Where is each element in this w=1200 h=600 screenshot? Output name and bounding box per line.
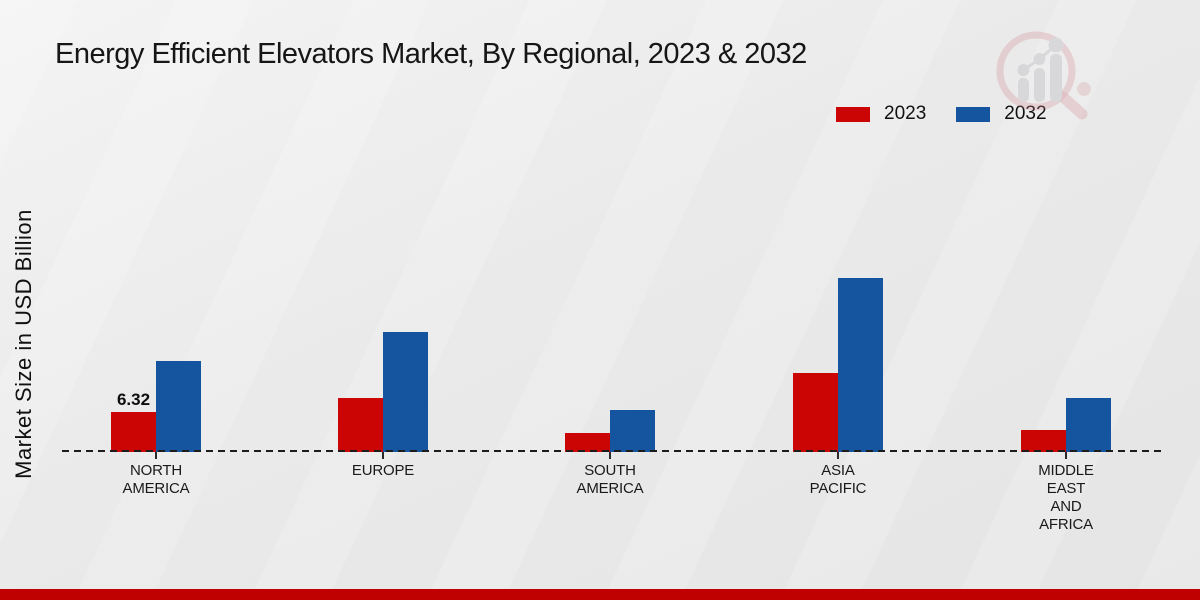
legend-item-2023: 2023 (836, 103, 926, 125)
bar-2023-north-america (111, 412, 156, 452)
x-axis-tick (609, 452, 611, 459)
category-label-middle-east-and-africa: MIDDLE EAST AND AFRICA (1038, 462, 1094, 533)
bar-2032-middle-east-and-africa (1066, 398, 1111, 452)
bar-2023-asia-pacific (793, 372, 838, 452)
x-axis-tick (1065, 452, 1067, 459)
x-axis-tick (382, 452, 384, 459)
bar-2032-south-america (610, 410, 655, 452)
legend-label: 2032 (1004, 103, 1047, 124)
bar-2023-europe (338, 398, 383, 452)
bar-2032-asia-pacific (838, 277, 883, 452)
legend-swatch-2032 (956, 106, 991, 122)
legend: 2023 2032 (836, 103, 1047, 125)
magnifier-bar-chart-watermark-icon (996, 31, 1091, 120)
chart-title: Energy Efficient Elevators Market, By Re… (55, 38, 807, 70)
data-label-2023-north-america: 6.32 (116, 390, 151, 409)
category-label-europe: EUROPE (351, 462, 415, 479)
legend-item-2032: 2032 (956, 103, 1047, 125)
x-axis-tick (155, 452, 157, 459)
legend-swatch-2023 (836, 106, 870, 122)
legend-label: 2023 (884, 103, 927, 124)
category-label-north-america: NORTH AMERICA (122, 462, 190, 497)
category-label-asia-pacific: ASIA PACIFIC (809, 462, 867, 497)
category-label-south-america: SOUTH AMERICA (576, 462, 644, 497)
bar-2023-south-america (565, 433, 610, 452)
bar-2032-europe (383, 331, 428, 452)
bar-2032-north-america (156, 360, 201, 452)
bar-2023-middle-east-and-africa (1021, 429, 1066, 452)
x-axis-tick (837, 452, 839, 459)
x-axis-dashed-baseline (62, 450, 1162, 452)
footer-accent-bar (0, 589, 1200, 600)
